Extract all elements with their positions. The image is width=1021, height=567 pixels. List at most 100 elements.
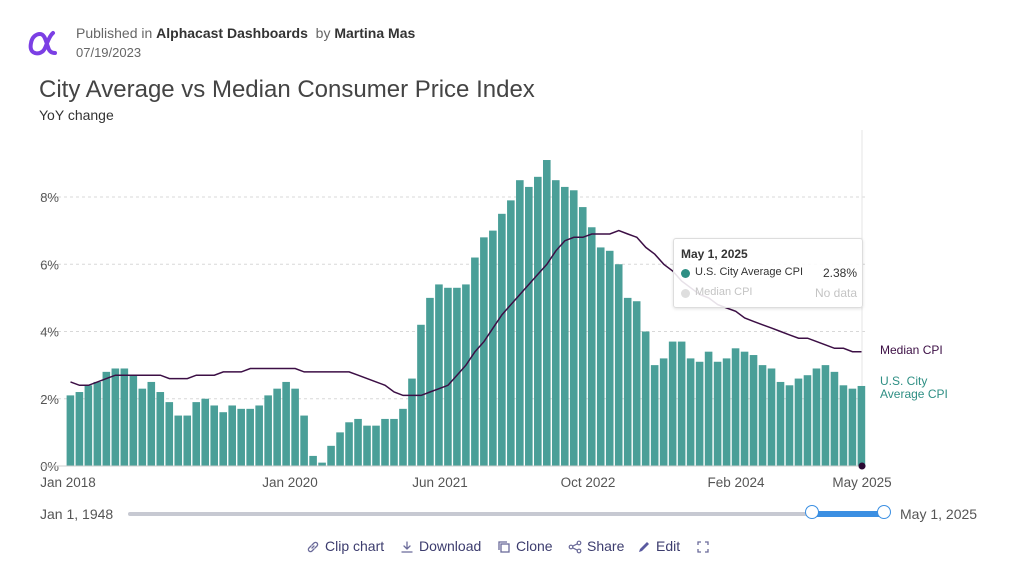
y-tick-label: 4% [40,325,59,340]
bar [309,455,317,466]
download-label: Download [419,538,482,554]
bar [677,341,686,466]
bar [650,365,659,466]
bar [821,365,830,466]
legend-median-cpi: Median CPI [880,343,943,357]
y-tick-label: 6% [40,257,59,272]
tooltip-series-value: No data [814,286,857,300]
bar [623,297,632,466]
x-tick-label: Oct 2022 [561,475,616,490]
bar [399,408,407,466]
bar [228,405,236,466]
bar [453,287,461,466]
bar [147,381,156,466]
bar [713,361,722,466]
tooltip-dot [681,269,690,278]
bar [614,264,623,466]
bar [596,247,605,466]
bar [255,405,263,466]
bar [803,375,812,466]
bar [722,358,731,466]
dashboard-link[interactable]: Alphacast Dashboards [156,25,308,41]
bar [767,368,776,466]
chart-subtitle: YoY change [39,107,114,123]
bar [695,361,704,466]
bar [444,287,452,466]
bar [165,402,174,466]
bar [776,381,785,466]
y-tick-label: 2% [40,392,59,407]
alphacast-logo-icon[interactable] [28,24,58,58]
published-date: 07/19/2023 [76,45,142,60]
tooltip-series-value: 2.38% [822,266,857,280]
clone-label: Clone [516,538,553,554]
bar [641,331,650,466]
slider-start-label: Jan 1, 1948 [40,506,114,522]
slider-end-handle[interactable] [877,505,891,519]
slider-selected-range[interactable] [812,511,884,517]
y-tick-label: 8% [40,190,59,205]
bar [327,445,335,466]
bar [507,200,515,467]
bar [102,371,111,466]
chart-title: City Average vs Median Consumer Price In… [39,76,535,103]
bar [264,395,272,466]
tooltip-series-name: Median CPI [695,286,753,298]
bar [632,301,641,466]
chart-tooltip: May 1, 2025 U.S. City Average CPI 2.38% … [673,238,863,308]
bar [569,190,578,466]
bar [318,462,326,466]
bar [291,388,299,466]
slider-start-handle[interactable] [805,505,819,519]
bar [857,385,866,466]
bar [219,412,227,466]
bar [516,180,524,466]
bar [740,351,749,466]
bar [273,388,281,466]
bar [75,392,84,466]
tooltip-dot [681,289,690,298]
bar [84,385,93,466]
bar [489,230,497,466]
tooltip-series-name: U.S. City Average CPI [695,266,804,278]
bar [282,381,290,466]
bar [390,418,398,466]
bar [246,408,254,466]
slider-end-label: May 1, 2025 [900,506,978,522]
download-icon [401,541,413,553]
bar [659,358,668,466]
by-prefix: by [315,25,331,41]
edit-label: Edit [656,538,681,554]
bar [749,355,758,466]
bar [498,213,506,466]
share-icon [568,540,582,554]
x-tick-label: Jan 2020 [262,475,318,490]
bar [372,425,380,466]
x-tick-label: Jun 2021 [412,475,468,490]
clip-chart-label: Clip chart [325,538,385,554]
bar [435,284,443,466]
author-link[interactable]: Martina Mas [334,25,416,41]
expand-icon [697,541,709,553]
bar [138,388,147,466]
bar [785,385,794,466]
bar [210,405,219,466]
x-tick-label: Feb 2024 [707,475,765,490]
cpi-chart[interactable]: 0%2%4%6%8%Jan 2018 Jan 2020 Jun 2021 Oct 20… [0,130,1021,495]
bar [129,375,138,466]
bar [156,392,165,466]
bar [758,365,767,466]
bar [830,371,839,466]
median-cpi-line [70,229,862,397]
tooltip-date: May 1, 2025 [681,247,748,261]
slider-track[interactable] [128,512,884,516]
bar [345,422,353,466]
legend-city-average-cpi-line2: Average CPI [880,387,948,401]
fullscreen-button[interactable] [696,537,712,557]
bar [201,398,210,466]
bar [534,176,542,466]
bar [192,402,201,466]
bar [93,381,102,466]
bar [525,186,533,466]
bar [174,415,183,466]
